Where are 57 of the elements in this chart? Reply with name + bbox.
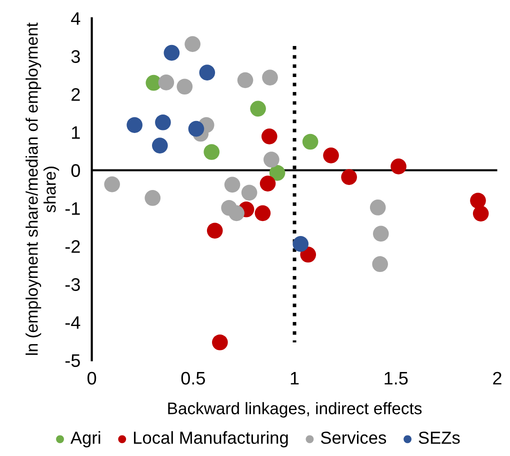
- x-tick-label: 0.5: [181, 372, 205, 385]
- point: [260, 176, 276, 192]
- x-tick-label: 1.5: [384, 372, 408, 385]
- point: [155, 114, 171, 130]
- point: [323, 148, 339, 164]
- point: [370, 200, 386, 216]
- point: [104, 176, 120, 192]
- point: [228, 205, 244, 222]
- point: [372, 226, 389, 242]
- x-axis-title: Backward linkages, indirect effects: [168, 402, 422, 418]
- point: [341, 169, 357, 185]
- point: [188, 120, 204, 137]
- y-tick-label: 3: [71, 50, 80, 63]
- legend-label: SEZs: [418, 432, 460, 444]
- point: [184, 36, 200, 52]
- point: [300, 246, 316, 263]
- point: [152, 138, 168, 154]
- point: [292, 236, 309, 252]
- point: [261, 128, 278, 144]
- point: [472, 206, 489, 222]
- point: [204, 144, 220, 160]
- y-tick-label: -5: [65, 354, 80, 367]
- point: [302, 134, 318, 150]
- point: [164, 44, 180, 61]
- point: [254, 205, 271, 222]
- point: [206, 222, 223, 239]
- point: [241, 184, 258, 201]
- point: [262, 70, 278, 86]
- point: [212, 334, 228, 350]
- point: [176, 78, 193, 95]
- y-tick-label: -2: [65, 240, 80, 253]
- x-tick-label: 1: [290, 372, 299, 384]
- y-tick-label: -3: [65, 278, 80, 291]
- point: [269, 164, 286, 181]
- y-tick-label: 0: [71, 164, 80, 177]
- y-tick-label: 1: [72, 126, 80, 139]
- point: [470, 192, 486, 209]
- legend-label: Agri: [70, 431, 100, 448]
- x-tick-label: 2: [493, 372, 502, 384]
- point: [237, 72, 254, 88]
- x-tick-label: 0: [87, 372, 96, 385]
- point: [390, 158, 406, 174]
- y-tick-label: -1: [65, 202, 80, 215]
- point: [126, 117, 142, 133]
- point: [372, 256, 388, 272]
- point: [224, 176, 240, 193]
- legend-label: Services: [320, 431, 386, 444]
- legend-label: Local Manufacturing: [134, 431, 288, 448]
- point: [263, 152, 280, 168]
- point: [158, 74, 174, 90]
- point: [199, 64, 216, 80]
- y-tick-label: 4: [71, 12, 80, 25]
- y-axis-title: ln (employment share/median of employment share): [26, 22, 60, 355]
- point: [250, 100, 266, 117]
- y-tick-label: -4: [65, 316, 80, 329]
- y-tick-label: 2: [72, 88, 80, 101]
- point: [144, 190, 161, 206]
